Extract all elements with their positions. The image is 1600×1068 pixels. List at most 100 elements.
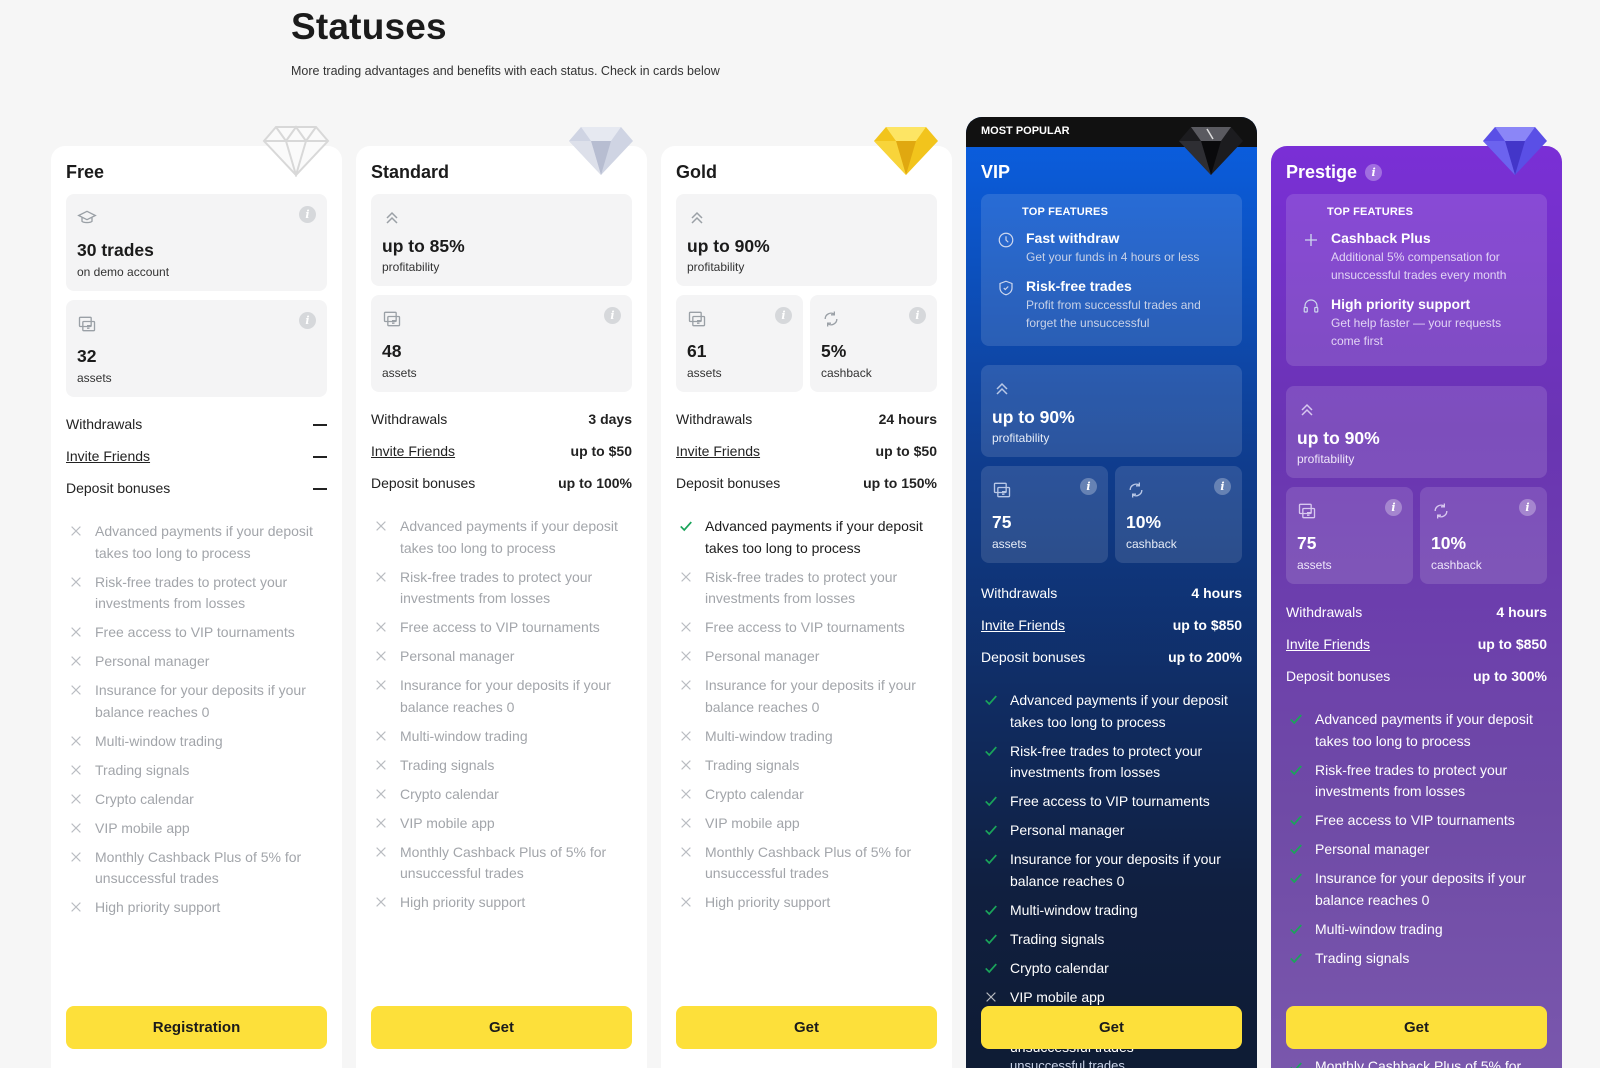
- feature-label: Insurance for your deposits if your bala…: [705, 677, 916, 715]
- feature-label: Insurance for your deposits if your bala…: [400, 677, 611, 715]
- feature-item: Personal manager: [676, 646, 937, 668]
- info-icon[interactable]: i: [299, 206, 316, 223]
- deposit-row: Deposit bonuses up to 150%: [676, 475, 937, 491]
- feature-item: Free access to VIP tournaments: [1286, 810, 1547, 832]
- feature-item: VIP mobile app: [66, 818, 327, 840]
- check-icon: [1290, 844, 1302, 855]
- overflow-feature-text: Monthly Cashback Plus of 5% for: [1286, 1058, 1521, 1068]
- assets-box: i 48 assets: [371, 295, 632, 392]
- feature-item: VIP mobile app: [371, 813, 632, 835]
- assets-label: assets: [77, 371, 112, 385]
- info-icon[interactable]: i: [604, 307, 621, 324]
- check-icon: [985, 825, 997, 836]
- check-icon: [985, 854, 997, 865]
- cashback-label: cashback: [1126, 537, 1177, 551]
- assets-box: i 75 assets: [981, 466, 1108, 563]
- get-button[interactable]: Get: [981, 1006, 1242, 1049]
- top-features-title: TOP FEATURES: [1022, 206, 1109, 218]
- top-feature-title: Cashback Plus: [1331, 230, 1431, 246]
- cross-icon: [681, 651, 691, 661]
- info-icon[interactable]: i: [1365, 164, 1383, 181]
- invite-friends-link[interactable]: Invite Friends: [981, 617, 1066, 633]
- cross-icon: [681, 571, 691, 582]
- top-features-title: TOP FEATURES: [1327, 206, 1414, 218]
- feature-label: High priority support: [95, 899, 221, 915]
- top-feature: Risk-free trades Profit from successful …: [997, 278, 1226, 332]
- invite-friends-link[interactable]: Invite Friends: [371, 443, 456, 459]
- profit-value: up to 90%: [1297, 428, 1380, 448]
- top-feature-title: Fast withdraw: [1026, 230, 1120, 246]
- feature-item: Trading signals: [371, 755, 632, 777]
- demo-trades-label: on demo account: [77, 265, 170, 279]
- withdrawals-row: Withdrawals 3 days: [371, 411, 632, 427]
- cashback-box: i 10% cashback: [1420, 487, 1547, 584]
- card-vip: MOST POPULAR VIP TOP FEATURES Fast withd…: [966, 117, 1257, 1068]
- deposit-row: Deposit bonuses up to 100%: [371, 475, 632, 491]
- cashback-label: cashback: [821, 366, 872, 380]
- cross-icon: [376, 622, 386, 632]
- row-label: Deposit bonuses: [66, 480, 171, 496]
- profit-box: up to 85% profitability: [371, 194, 632, 286]
- top-features-box: TOP FEATURES Fast withdraw Get your fund…: [981, 194, 1242, 346]
- info-icon[interactable]: i: [299, 312, 316, 329]
- cross-icon: [376, 788, 386, 799]
- get-button[interactable]: Get: [676, 1006, 937, 1049]
- feature-label: Advanced payments if your deposit takes …: [1315, 711, 1533, 749]
- assets-value: 75: [992, 512, 1012, 532]
- feature-item: Monthly Cashback Plus of 5% for unsucces…: [66, 847, 327, 890]
- feature-label: Monthly Cashback Plus of 5% for unsucces…: [95, 848, 302, 887]
- row-label: Withdrawals: [66, 416, 143, 432]
- get-button[interactable]: Get: [371, 1006, 632, 1049]
- info-icon[interactable]: i: [909, 307, 926, 324]
- row-value: up to $850: [1172, 617, 1242, 633]
- cross-icon: [376, 571, 386, 582]
- info-icon[interactable]: i: [1519, 499, 1536, 516]
- info-icon[interactable]: i: [1385, 499, 1402, 516]
- profit-value: up to 90%: [992, 407, 1075, 427]
- profit-label: profitability: [382, 260, 440, 274]
- top-feature: Fast withdraw Get your funds in 4 hours …: [997, 230, 1226, 266]
- check-icon: [1290, 815, 1302, 826]
- registration-button[interactable]: Registration: [66, 1006, 327, 1049]
- feature-item: Multi-window trading: [371, 726, 632, 748]
- row-value: up to 200%: [1168, 649, 1242, 665]
- diamond-silver-icon: [569, 127, 633, 175]
- feature-label: Monthly Cashback Plus of 5% for unsucces…: [705, 843, 912, 882]
- check-icon: [680, 521, 692, 532]
- feature-item: Personal manager: [371, 646, 632, 668]
- row-value: 24 hours: [878, 411, 937, 427]
- demo-trades-value: 30 trades: [77, 240, 154, 260]
- cross-icon: [681, 788, 691, 799]
- feature-label: Free access to VIP tournaments: [705, 619, 905, 635]
- feature-item: Trading signals: [676, 755, 937, 777]
- chevrons-up-icon: [996, 382, 1008, 395]
- cross-icon: [71, 851, 81, 862]
- card-standard: Standard up to 85% profitability i 48 as…: [356, 146, 647, 1068]
- check-icon: [1290, 952, 1302, 963]
- feature-label: High priority support: [400, 894, 526, 910]
- invite-row: Invite Friends: [66, 448, 327, 464]
- feature-item: Risk-free trades to protect your investm…: [66, 572, 327, 615]
- assets-label: assets: [382, 366, 417, 380]
- card-prestige: Prestige i TOP FEATURES Cashback Plus Add…: [1271, 146, 1562, 1068]
- invite-row: Invite Friends up to $50: [371, 443, 632, 459]
- refresh-icon: [1434, 503, 1448, 519]
- info-icon[interactable]: i: [775, 307, 792, 324]
- feature-label: Advanced payments if your deposit takes …: [400, 518, 618, 556]
- feature-item: Personal manager: [66, 651, 327, 673]
- card-title: Prestige i: [1286, 162, 1383, 183]
- cross-icon: [376, 897, 386, 907]
- feature-label: Free access to VIP tournaments: [95, 624, 295, 640]
- feature-item: Free access to VIP tournaments: [66, 622, 327, 644]
- info-icon[interactable]: i: [1214, 478, 1231, 495]
- invite-friends-link[interactable]: Invite Friends: [676, 443, 761, 459]
- invite-friends-link[interactable]: Invite Friends: [1286, 636, 1371, 652]
- get-button[interactable]: Get: [1286, 1006, 1547, 1049]
- row-value: 3 days: [588, 411, 632, 427]
- cross-icon: [71, 764, 81, 775]
- feature-item: Monthly Cashback Plus of 5% for unsucces…: [371, 842, 632, 885]
- info-icon[interactable]: i: [1080, 478, 1097, 495]
- invite-friends-link[interactable]: Invite Friends: [66, 448, 151, 464]
- card-title: Free: [66, 162, 105, 182]
- overflow-feature-label: Monthly Cashback Plus of 5% for: [1315, 1058, 1522, 1068]
